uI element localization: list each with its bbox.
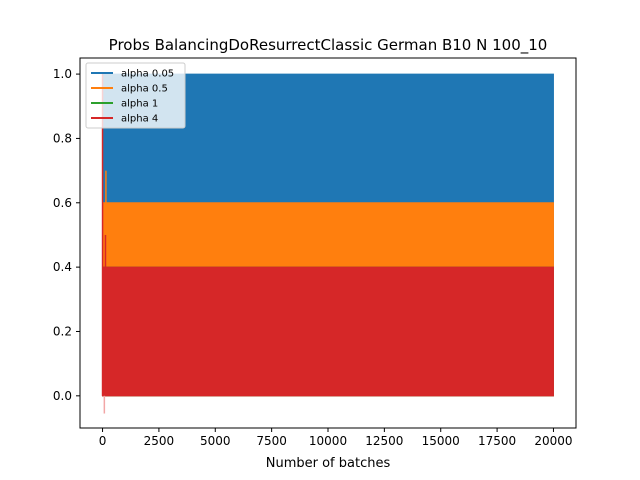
x-tick-label: 2500 bbox=[144, 434, 175, 448]
chart-title: Probs BalancingDoResurrectClassic German… bbox=[109, 36, 548, 55]
y-tick-label: 0.2 bbox=[53, 324, 72, 338]
legend-label-2: alpha 1 bbox=[121, 99, 158, 110]
y-tick-label: 0.4 bbox=[53, 260, 72, 274]
x-axis-ticks: 0 2500 5000 7500 10000 12500 15000 17500 20000 bbox=[99, 428, 573, 448]
x-axis-label: Number of batches bbox=[266, 456, 391, 471]
x-tick-label: 10000 bbox=[309, 434, 347, 448]
x-tick-label: 12500 bbox=[365, 434, 403, 448]
legend-label-3: alpha 4 bbox=[121, 114, 158, 125]
legend: alpha 0.05 alpha 0.5 alpha 1 alpha 4 bbox=[85, 62, 186, 129]
legend-box bbox=[85, 62, 186, 129]
x-tick-label: 5000 bbox=[200, 434, 231, 448]
y-axis-ticks: 0.0 0.2 0.4 0.6 0.8 1.0 bbox=[53, 67, 80, 403]
x-tick-label: 17500 bbox=[478, 434, 516, 448]
x-tick-label: 15000 bbox=[422, 434, 460, 448]
x-tick-label: 0 bbox=[99, 434, 107, 448]
legend-label-0: alpha 0.05 bbox=[121, 69, 174, 80]
series-band-3 bbox=[102, 266, 554, 397]
y-tick-label: 0.8 bbox=[53, 131, 72, 145]
y-tick-label: 0.0 bbox=[53, 389, 72, 403]
series-layer bbox=[102, 73, 554, 397]
y-tick-label: 0.6 bbox=[53, 196, 72, 210]
y-tick-label: 1.0 bbox=[53, 67, 72, 81]
legend-label-1: alpha 0.5 bbox=[121, 84, 168, 95]
x-tick-label: 7500 bbox=[256, 434, 287, 448]
x-tick-label: 20000 bbox=[534, 434, 572, 448]
